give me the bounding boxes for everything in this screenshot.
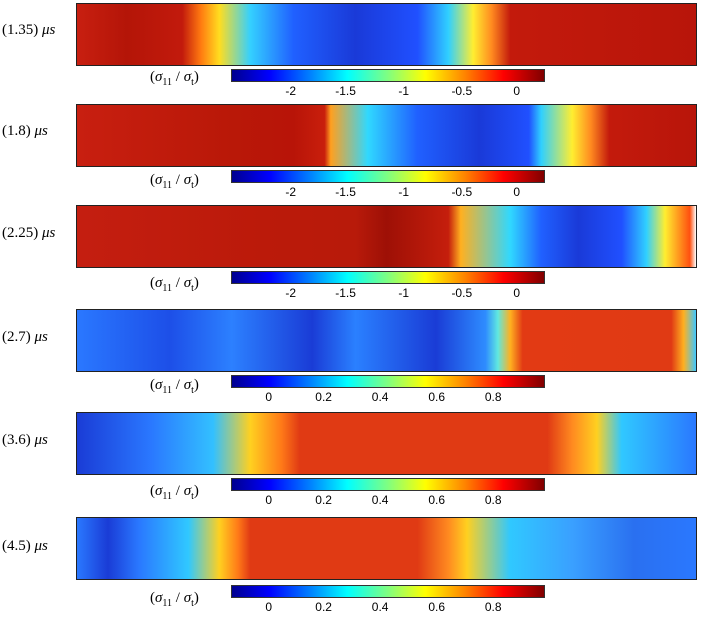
colorbar-tick-label: 0.4 [371, 600, 389, 614]
colorbar-tick-label: 0.8 [484, 600, 502, 614]
time-label: (3.6) μs [2, 432, 48, 448]
colorbar-tick-label: 0 [513, 84, 521, 98]
stress-field-image [76, 205, 697, 268]
colorbar-tick-label: 0 [513, 286, 521, 300]
colorbar-tick-label: 0.8 [484, 493, 502, 507]
colorbar [231, 170, 545, 183]
time-label: (2.25) μs [2, 225, 56, 241]
colorbar-tick-label: -0.5 [451, 185, 473, 199]
colorbar-tick-label: 0.4 [371, 390, 389, 404]
colorbar-tick-label: -1.5 [335, 185, 356, 199]
colorbar-tick-label: 0 [265, 390, 273, 404]
colorbar-tick-label: 0.6 [428, 493, 445, 507]
time-label: (1.8) μs [2, 123, 48, 139]
stress-field-image [76, 517, 697, 580]
colorbar-tick-label: -1 [398, 185, 410, 199]
colorbar-tick-label: 0.6 [428, 600, 445, 614]
stress-field-image [76, 3, 697, 66]
colorbar-tick-label: 0.2 [315, 493, 332, 507]
colorbar-tick-label: -1.5 [335, 84, 356, 98]
colorbar-tick-label: 0.2 [315, 600, 332, 614]
colorbar-tick-label: 0.8 [484, 390, 502, 404]
colorbar-label: (σ11 / σt) [150, 483, 199, 502]
colorbar-label: (σ11 / σt) [150, 172, 199, 191]
colorbar-tick-label: -0.5 [451, 84, 473, 98]
time-label: (2.7) μs [2, 329, 48, 345]
colorbar-label: (σ11 / σt) [150, 590, 199, 609]
time-label: (1.35) μs [2, 22, 56, 38]
colorbar-tick-label: 0.6 [428, 390, 445, 404]
colorbar-label: (σ11 / σt) [150, 69, 199, 88]
colorbar-tick-label: -2 [285, 286, 296, 300]
colorbar-tick-label: 0.4 [371, 493, 389, 507]
colorbar-label: (σ11 / σt) [150, 275, 199, 294]
colorbar-tick-label: -0.5 [451, 286, 473, 300]
colorbar-tick-label: -1 [398, 286, 410, 300]
colorbar-tick-label: -2 [285, 84, 296, 98]
colorbar-tick-label: 0 [265, 493, 273, 507]
colorbar [231, 375, 545, 388]
colorbar-tick-label: 0.2 [315, 390, 332, 404]
stress-field-image [76, 104, 697, 167]
colorbar-tick-label: 0 [513, 185, 521, 199]
colorbar-tick-label: 0 [265, 600, 273, 614]
colorbar [231, 478, 545, 491]
stress-field-image [76, 309, 697, 372]
colorbar-tick-label: -1.5 [335, 286, 356, 300]
stress-field-image [76, 412, 697, 475]
time-label: (4.5) μs [2, 538, 48, 554]
colorbar-tick-label: -1 [398, 84, 410, 98]
colorbar [231, 69, 545, 82]
colorbar-tick-label: -2 [285, 185, 296, 199]
colorbar [231, 585, 545, 598]
colorbar [231, 271, 545, 284]
colorbar-label: (σ11 / σt) [150, 377, 199, 396]
